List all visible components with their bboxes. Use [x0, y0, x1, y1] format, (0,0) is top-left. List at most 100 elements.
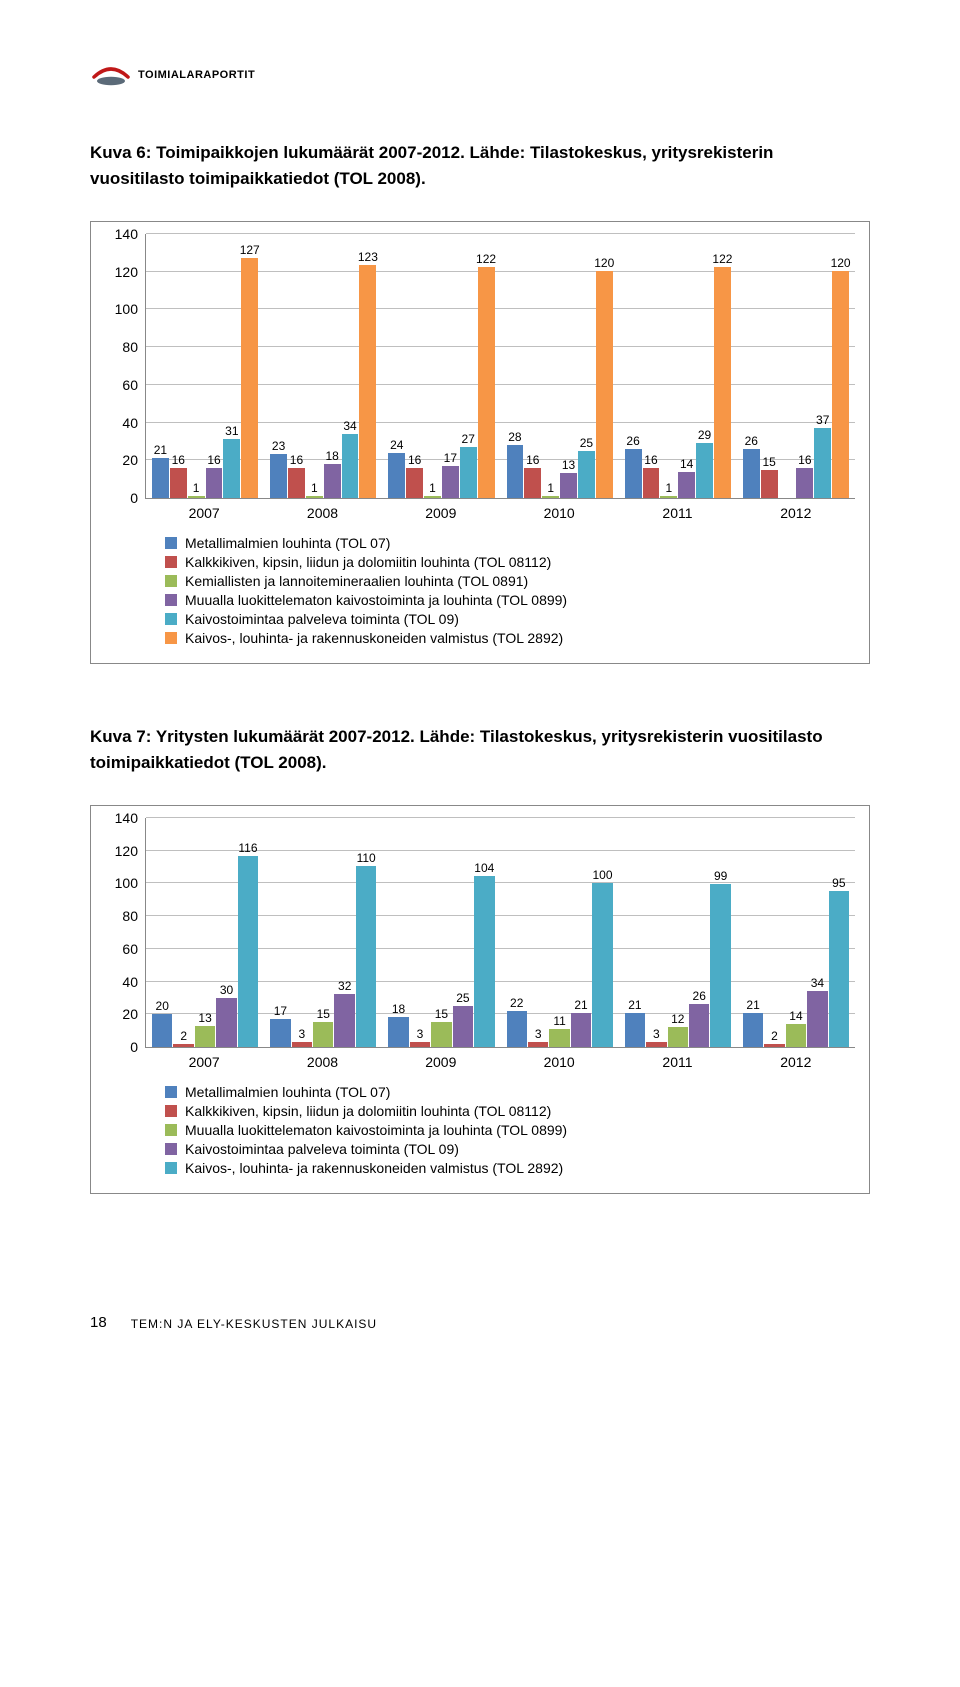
bar-group: 241611727122: [382, 234, 500, 498]
bar: 3: [292, 1042, 312, 1047]
bar-value-label: 15: [762, 456, 775, 470]
bar-value-label: 123: [358, 251, 378, 265]
legend-item: Kaivostoimintaa palveleva toiminta (TOL …: [165, 611, 855, 627]
bar: 1: [306, 496, 323, 498]
bar: 29: [696, 443, 713, 498]
bar-value-label: 3: [417, 1028, 424, 1042]
bar-value-label: 95: [832, 877, 845, 891]
bar-value-label: 2: [180, 1030, 187, 1044]
ytick-label: 0: [130, 1039, 146, 1055]
logo-mark: [90, 60, 132, 90]
xtick-label: 2011: [618, 1048, 736, 1070]
bar: 32: [334, 994, 354, 1047]
bar-group: 17 31532110: [264, 818, 382, 1047]
bar: 122: [478, 267, 495, 498]
bar-value-label: 25: [580, 437, 593, 451]
bar: 18: [324, 464, 341, 498]
xtick-label: 2010: [500, 1048, 618, 1070]
bar-value-label: 24: [390, 439, 403, 453]
bar-value-label: 26: [693, 990, 706, 1004]
bar: 2: [173, 1044, 193, 1047]
bar-value-label: 34: [811, 977, 824, 991]
bar: 3: [528, 1042, 548, 1047]
ytick-label: 100: [115, 301, 146, 317]
xtick-label: 2007: [145, 499, 263, 521]
xtick-label: 2009: [382, 499, 500, 521]
bar-group: 26151637120: [737, 234, 855, 498]
bar-value-label: 116: [238, 842, 257, 856]
bar-value-label: 29: [698, 429, 711, 443]
bar: 20: [152, 1014, 172, 1047]
legend-swatch: [165, 575, 177, 587]
bar-value-label: 12: [671, 1013, 684, 1027]
legend-item: Kaivos-, louhinta- ja rakennuskoneiden v…: [165, 1160, 855, 1176]
bar: 15: [313, 1022, 333, 1047]
legend-item: Kaivostoimintaa palveleva toiminta (TOL …: [165, 1141, 855, 1157]
chart2-plot: 0204060801001201402021330116173153211018…: [145, 818, 855, 1048]
ytick-label: 0: [130, 490, 146, 506]
bar: 34: [807, 991, 827, 1047]
bar: 16: [288, 468, 305, 498]
bar-value-label: 16: [526, 454, 539, 468]
legend-swatch: [165, 1124, 177, 1136]
bar-value-label: 1: [665, 482, 672, 496]
legend-label: Metallimalmien louhinta (TOL 07): [185, 1084, 390, 1100]
bar-value-label: 16: [207, 454, 220, 468]
bar-value-label: 26: [626, 435, 639, 449]
bar: 116: [238, 856, 258, 1047]
xtick-label: 2007: [145, 1048, 263, 1070]
legend-label: Kalkkikiven, kipsin, liidun ja dolomiiti…: [185, 554, 551, 570]
bar-value-label: 1: [193, 482, 200, 496]
bar-value-label: 1: [311, 482, 318, 496]
bar-value-label: 3: [653, 1028, 660, 1042]
bar: 123: [359, 265, 376, 498]
bar: 25: [578, 451, 595, 498]
chart2-xaxis: 200720082009201020112012: [145, 1048, 855, 1070]
bar: 18: [388, 1017, 408, 1047]
chart1-legend: Metallimalmien louhinta (TOL 07) Kalkkiki…: [165, 535, 855, 646]
legend-label: Metallimalmien louhinta (TOL 07): [185, 535, 390, 551]
bar: 1: [188, 496, 205, 498]
bar: 122: [714, 267, 731, 498]
bar: 17: [442, 466, 459, 498]
bar-group: 231611834123: [264, 234, 382, 498]
bar-value-label: 14: [680, 458, 693, 472]
bar-value-label: 17: [444, 452, 457, 466]
bar-group: 2231121100: [501, 818, 619, 1047]
bar: 15: [761, 470, 778, 498]
chart1-title: Kuva 6: Toimipaikkojen lukumäärät 2007-2…: [90, 140, 870, 191]
bar-value-label: 37: [816, 414, 829, 428]
xtick-label: 2008: [263, 499, 381, 521]
ytick-label: 20: [122, 452, 146, 468]
bar: 1: [542, 496, 559, 498]
ytick-label: 100: [115, 875, 146, 891]
bar: 95: [829, 891, 849, 1047]
footer-page-number: 18: [90, 1314, 107, 1331]
bar: 3: [646, 1042, 666, 1047]
bar-group: 211611631127: [146, 234, 264, 498]
bar: 2: [764, 1044, 784, 1047]
bar: 110: [356, 866, 376, 1047]
bar-value-label: 25: [456, 992, 469, 1006]
bar-value-label: 127: [240, 244, 260, 258]
chart2-title: Kuva 7: Yritysten lukumäärät 2007-2012. …: [90, 724, 870, 775]
bar-value-label: 17: [274, 1005, 287, 1019]
bar: 100: [592, 883, 612, 1047]
bar: 21: [571, 1013, 591, 1048]
legend-swatch: [165, 537, 177, 549]
chart1-plot: 0204060801001201402116116311272316118341…: [145, 234, 855, 499]
bar-value-label: 21: [746, 999, 759, 1013]
page-footer: 18 TEM:N JA ELY-KESKUSTEN JULKAISU: [90, 1314, 870, 1331]
bar: 27: [460, 447, 477, 498]
bar: 16: [796, 468, 813, 498]
bar: 26: [689, 1004, 709, 1047]
chart2: 0204060801001201402021330116173153211018…: [90, 805, 870, 1194]
xtick-label: 2012: [737, 1048, 855, 1070]
bar-value-label: 28: [508, 431, 521, 445]
bar-value-label: 1: [547, 482, 554, 496]
bar-value-label: 20: [156, 1000, 169, 1014]
bar: 14: [678, 472, 695, 499]
ytick-label: 60: [122, 941, 146, 957]
legend-item: Metallimalmien louhinta (TOL 07): [165, 535, 855, 551]
bar: 28: [507, 445, 524, 498]
